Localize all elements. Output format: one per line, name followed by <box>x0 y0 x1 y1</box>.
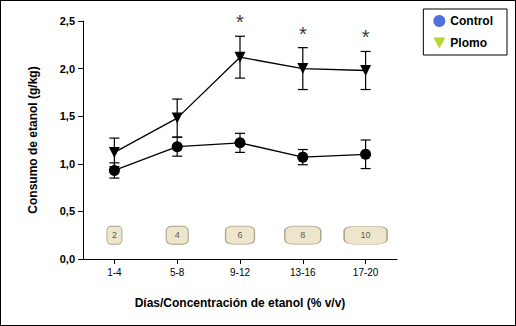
svg-text:6: 6 <box>237 230 242 240</box>
svg-text:2: 2 <box>112 230 117 240</box>
svg-text:8: 8 <box>300 230 305 240</box>
svg-text:1-4: 1-4 <box>107 267 122 278</box>
svg-text:1,0: 1,0 <box>60 158 75 170</box>
svg-text:Consumo de etanol (g/kg): Consumo de etanol (g/kg) <box>26 66 40 213</box>
svg-text:0,0: 0,0 <box>60 253 75 265</box>
svg-text:0,5: 0,5 <box>60 205 75 217</box>
svg-text:4: 4 <box>175 230 180 240</box>
svg-text:*: * <box>299 23 307 45</box>
svg-text:2,0: 2,0 <box>60 63 75 75</box>
svg-text:17-20: 17-20 <box>353 267 379 278</box>
svg-text:Días/Concentración de etanol (: Días/Concentración de etanol (% v/v) <box>135 296 346 310</box>
svg-text:1,5: 1,5 <box>60 110 75 122</box>
svg-text:13-16: 13-16 <box>290 267 316 278</box>
svg-text:9-12: 9-12 <box>230 267 250 278</box>
svg-text:2,5: 2,5 <box>60 15 75 27</box>
svg-text:*: * <box>236 11 244 33</box>
svg-text:10: 10 <box>361 230 371 240</box>
svg-text:Plomo: Plomo <box>450 36 487 50</box>
svg-text:5-8: 5-8 <box>170 267 185 278</box>
svg-text:Control: Control <box>450 14 493 28</box>
svg-text:*: * <box>362 26 370 48</box>
